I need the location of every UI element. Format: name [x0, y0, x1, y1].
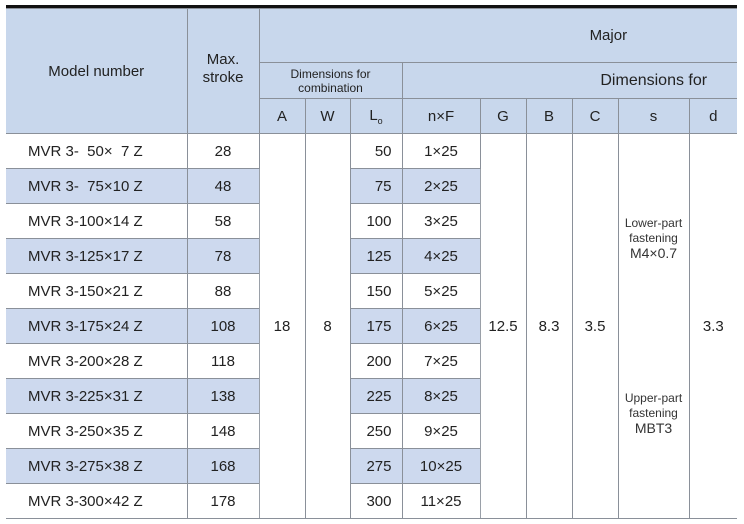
header-C: C	[571, 98, 619, 134]
cell-stroke: 28	[186, 133, 260, 169]
cell-model: MVR 3-175×24 Z	[6, 308, 188, 344]
cell-model: MVR 3- 50× 7 Z	[6, 133, 188, 169]
cell-nF: 7×25	[401, 343, 480, 379]
cell-L: 200	[349, 343, 403, 379]
cell-s: Lower-part fastening M4×0.7 Upper-part f…	[617, 133, 690, 519]
cell-L: 250	[349, 413, 403, 449]
cell-model: MVR 3-200×28 Z	[6, 343, 188, 379]
table-row: MVR 3-250×35 Z 148 250 9×25	[6, 413, 737, 449]
cell-stroke: 88	[186, 273, 260, 309]
cell-nF: 5×25	[401, 273, 480, 309]
cell-G: 12.5	[479, 133, 527, 519]
spec-table-container: Model number Max. stroke Major Dimension…	[6, 5, 738, 519]
cell-stroke: 138	[186, 378, 260, 414]
cell-model: MVR 3-125×17 Z	[6, 238, 188, 274]
cell-model: MVR 3-300×42 Z	[6, 483, 188, 519]
header-dimensions-for: Dimensions for	[401, 62, 738, 99]
header-d: d	[688, 98, 738, 134]
cell-nF: 3×25	[401, 203, 480, 239]
cell-L: 150	[349, 273, 403, 309]
header-G: G	[479, 98, 527, 134]
cell-W: 8	[304, 133, 351, 519]
cell-L: 175	[349, 308, 403, 344]
header-stroke: Max. stroke	[186, 8, 260, 134]
header-s: s	[617, 98, 690, 134]
cell-nF: 6×25	[401, 308, 480, 344]
cell-L: 300	[349, 483, 403, 519]
cell-nF: 1×25	[401, 133, 481, 169]
header-L: Lo	[349, 98, 403, 134]
spec-table: Model number Max. stroke Major Dimension…	[6, 8, 738, 519]
header-B: B	[525, 98, 573, 134]
cell-nF: 9×25	[401, 413, 480, 449]
s-lower-value: M4×0.7	[629, 245, 678, 261]
cell-L: 275	[349, 448, 403, 484]
cell-A: 18	[258, 133, 306, 519]
s-lower-label: Lower-part fastening	[624, 216, 683, 245]
cell-nF: 10×25	[401, 448, 480, 484]
table-row: MVR 3- 75×10 Z 48 75 2×25	[6, 168, 737, 204]
header-W: W	[304, 98, 351, 134]
cell-stroke: 108	[186, 308, 260, 344]
table-row: MVR 3-175×24 Z 108 175 6×25	[6, 308, 737, 344]
cell-B: 8.3	[525, 133, 573, 519]
header-major: Major	[258, 8, 738, 63]
table-row: MVR 3-275×38 Z 168 275 10×25	[6, 448, 737, 484]
cell-nF: 4×25	[401, 238, 480, 274]
cell-model: MVR 3- 75×10 Z	[6, 168, 188, 204]
table-row: MVR 3-225×31 Z 138 225 8×25	[6, 378, 737, 414]
table-row: MVR 3-100×14 Z 58 100 3×25	[6, 203, 737, 239]
cell-L: 50	[349, 133, 403, 169]
cell-L: 125	[349, 238, 403, 274]
cell-nF: 11×25	[401, 483, 480, 519]
header-A: A	[259, 98, 306, 134]
cell-L: 100	[349, 203, 403, 239]
header-nF: n×F	[401, 98, 481, 134]
cell-model: MVR 3-150×21 Z	[6, 273, 188, 309]
cell-d: 3.3	[688, 133, 738, 519]
header-combination: Dimensions for combination	[259, 62, 403, 99]
cell-nF: 2×25	[401, 168, 480, 204]
cell-stroke: 78	[186, 238, 260, 274]
cell-stroke: 48	[186, 168, 260, 204]
table-row: MVR 3-150×21 Z 88 150 5×25	[6, 273, 737, 309]
cell-stroke: 118	[186, 343, 260, 379]
cell-model: MVR 3-250×35 Z	[6, 413, 188, 449]
cell-stroke: 178	[186, 483, 260, 519]
header-model: Model number	[6, 8, 188, 134]
table-row: MVR 3- 50× 7 Z 28 18 8 50 1×25 12.5 8.3 3.5 Lo…	[6, 133, 738, 519]
cell-L: 75	[349, 168, 403, 204]
cell-L: 225	[349, 378, 403, 414]
s-upper-label: Upper-part fastening	[624, 391, 683, 420]
table-row: MVR 3-300×42 Z 178 300 11×25	[6, 483, 737, 519]
cell-stroke: 168	[186, 448, 260, 484]
cell-model: MVR 3-225×31 Z	[6, 378, 188, 414]
cell-model: MVR 3-275×38 Z	[6, 448, 188, 484]
cell-stroke: 148	[186, 413, 260, 449]
s-upper-value: MBT3	[634, 420, 673, 436]
cell-nF: 8×25	[401, 378, 480, 414]
cell-model: MVR 3-100×14 Z	[6, 203, 188, 239]
cell-stroke: 58	[186, 203, 260, 239]
cell-C: 3.5	[571, 133, 619, 519]
table-row: MVR 3-125×17 Z 78 125 4×25	[6, 238, 737, 274]
